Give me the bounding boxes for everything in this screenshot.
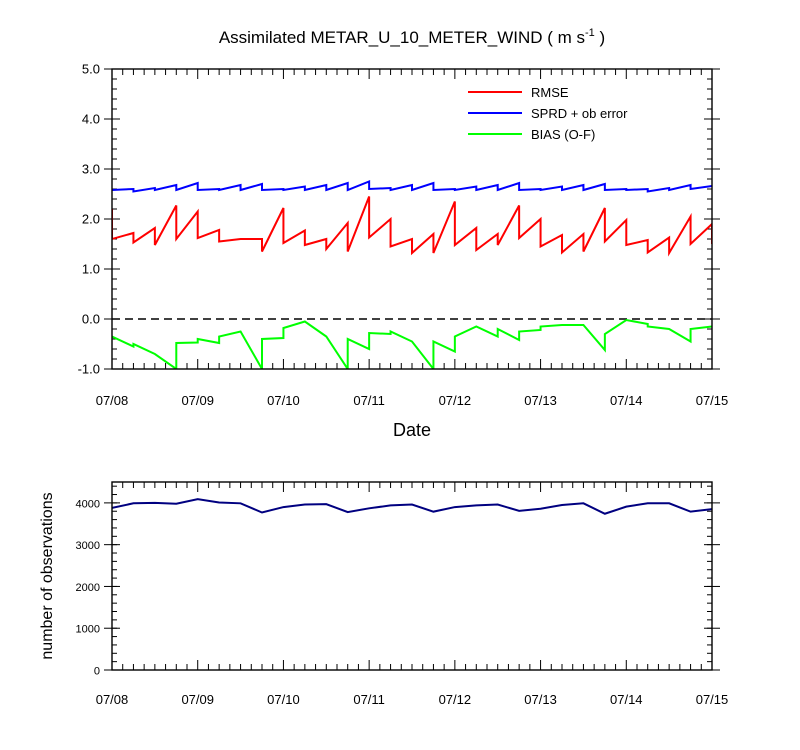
series-line-observations: [112, 498, 712, 515]
x-tick-label: 07/10: [267, 393, 300, 408]
x-tick-label: 07/10: [267, 692, 300, 707]
y-tick-label: 0: [94, 666, 100, 678]
y-tick-label: 3000: [76, 540, 100, 552]
x-tick-label: 07/08: [96, 692, 129, 707]
title-main: Assimilated METAR_U_10_METER_WIND ( m s: [219, 28, 585, 47]
bottom-plot-frame: [111, 481, 713, 671]
x-tick-label: 07/09: [181, 393, 214, 408]
legend-label: SPRD + ob error: [531, 106, 628, 121]
x-tick-label: 07/12: [439, 393, 472, 408]
y-tick-label: 4000: [76, 498, 100, 510]
title-end: ): [595, 28, 605, 47]
bottom-panel: 07/08 07/09 07/10 07/11 07/12 07/13 07/14 07/15…: [39, 482, 728, 707]
top-x-axis-label: Date: [393, 420, 431, 440]
x-tick-label: 07/11: [353, 692, 385, 707]
bottom-y-axis-label: number of observations: [39, 492, 56, 659]
series-line-bias-o-f-: [112, 318, 712, 369]
series-line-rmse: [112, 196, 712, 257]
x-tick-label: 07/15: [696, 692, 729, 707]
bottom-series: [112, 498, 712, 515]
series-line-sprd-ob-error: [112, 180, 712, 193]
x-tick-label: 07/14: [610, 692, 643, 707]
top-panel: Assimilated METAR_U_10_METER_WIND ( m s-…: [78, 27, 729, 440]
y-tick-label: 1.0: [82, 262, 100, 277]
x-tick-label: 07/15: [696, 393, 729, 408]
top-series: [112, 180, 712, 369]
y-tick-label: 0.0: [82, 312, 100, 327]
y-tick-label: -1.0: [78, 362, 100, 377]
top-legend: RMSE SPRD + ob error BIAS (O-F): [468, 85, 628, 142]
x-tick-label: 07/08: [96, 393, 129, 408]
legend-label: RMSE: [531, 85, 569, 100]
y-tick-label: 5.0: [82, 62, 100, 77]
x-tick-label: 07/12: [439, 692, 472, 707]
x-tick-label: 07/11: [353, 393, 385, 408]
title-superscript: -1: [585, 27, 595, 39]
x-tick-label: 07/13: [524, 692, 557, 707]
x-tick-label: 07/09: [181, 692, 214, 707]
y-tick-label: 4.0: [82, 112, 100, 127]
bottom-axes: 07/08 07/09 07/10 07/11 07/12 07/13 07/14 07/15…: [76, 482, 729, 707]
top-plot-frame: [111, 68, 713, 370]
y-tick-label: 2000: [76, 582, 100, 594]
top-axes: 07/08 07/09 07/10 07/11 07/12 07/13 07/14 07/15…: [78, 62, 729, 409]
y-tick-label: 2.0: [82, 212, 100, 227]
top-chart-title: Assimilated METAR_U_10_METER_WIND ( m s-…: [219, 27, 605, 47]
x-tick-label: 07/13: [524, 393, 557, 408]
y-tick-label: 1000: [76, 624, 100, 636]
y-tick-label: 3.0: [82, 162, 100, 177]
legend-label: BIAS (O-F): [531, 127, 595, 142]
x-tick-label: 07/14: [610, 393, 643, 408]
